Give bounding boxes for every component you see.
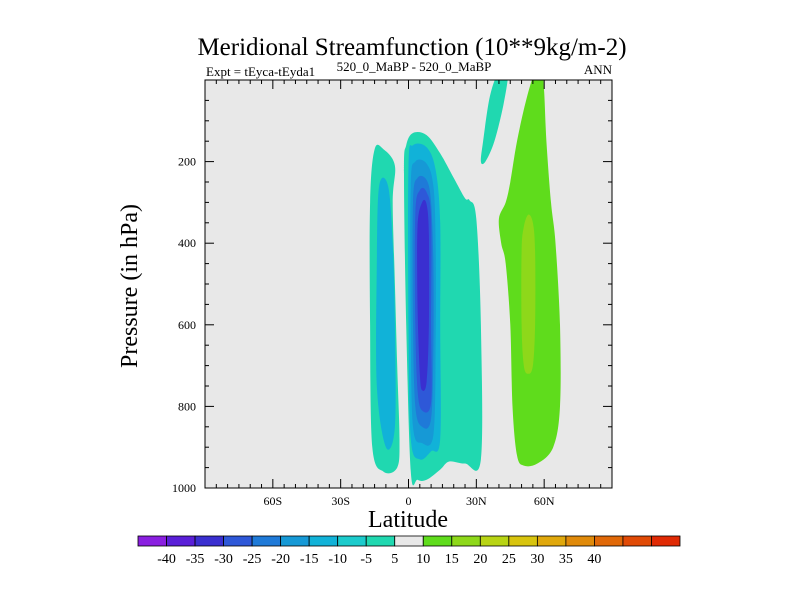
colorbar-label: -30	[214, 552, 233, 567]
colorbar-label: 5	[391, 552, 398, 567]
y-tick-label: 800	[178, 399, 196, 413]
colorbar-swatch	[479, 535, 510, 547]
colorbar-swatch	[223, 535, 253, 547]
colorbar-label: 35	[559, 552, 573, 567]
x-axis-label: Latitude	[368, 507, 448, 533]
colorbar-label: -35	[186, 552, 205, 567]
colorbar-label: -15	[300, 552, 319, 567]
x-tick-label: 60N	[534, 494, 555, 508]
contour-fill-group	[369, 80, 561, 486]
colorbar-label: -5	[360, 552, 372, 567]
colorbar-label: 30	[530, 552, 544, 567]
colorbar-swatch	[308, 535, 339, 547]
colorbar-label: -25	[243, 552, 262, 567]
subtitle-right: ANN	[584, 62, 613, 77]
x-tick-label: 60S	[263, 494, 282, 508]
y-tick-label: 400	[178, 236, 196, 250]
colorbar-label: 15	[445, 552, 459, 567]
colorbar-swatch	[280, 535, 310, 547]
y-tick-label: 600	[178, 318, 196, 332]
contour-neg-5-north-strip	[480, 80, 508, 165]
subtitle-center: 520_0_MaBP - 520_0_MaBP	[337, 59, 492, 74]
y-tick-label: 200	[178, 155, 196, 169]
colorbar-swatch	[594, 535, 624, 547]
colorbar: -40 -35 -30 -25 -20 -15 -10 -5 5 10 15 20 25 30 35 40	[137, 535, 681, 567]
colorbar-swatch	[508, 535, 538, 547]
chart-title: Meridional Streamfunction (10**9kg/m-2)	[197, 34, 626, 61]
tick-label-group: 60S 30S 0 30N 60N 200 400 600 800 1000	[172, 155, 555, 508]
colorbar-label: 25	[502, 552, 516, 567]
x-tick-label: 0	[406, 494, 412, 508]
x-tick-label: 30N	[466, 494, 487, 508]
y-tick-label: 1000	[172, 481, 196, 495]
contour-neg-30	[417, 199, 430, 391]
colorbar-swatch	[422, 535, 453, 547]
contour-neg-10-west	[376, 177, 396, 450]
colorbar-swatch	[536, 535, 567, 547]
colorbar-swatch	[651, 535, 681, 547]
subtitle-left: Expt = tEyca-tEyda1	[206, 64, 315, 79]
y-axis-label: Pressure (in hPa)	[117, 204, 143, 368]
colorbar-label: 10	[416, 552, 430, 567]
tick-group	[205, 80, 612, 488]
colorbar-label: -20	[271, 552, 290, 567]
x-tick-label: 30S	[331, 494, 350, 508]
colorbar-label: 20	[473, 552, 487, 567]
colorbar-label: 40	[587, 552, 601, 567]
colorbar-swatch	[337, 535, 367, 547]
colorbar-swatch	[622, 535, 652, 547]
colorbar-swatch	[194, 535, 224, 547]
colorbar-swatch	[451, 535, 481, 547]
colorbar-swatch	[565, 535, 595, 547]
contour-pos-10-north	[521, 214, 536, 374]
colorbar-label: -40	[157, 552, 176, 567]
colorbar-label: -10	[328, 552, 347, 567]
colorbar-swatch	[166, 535, 196, 547]
colorbar-swatch	[365, 535, 396, 547]
colorbar-swatch	[137, 535, 167, 547]
colorbar-swatch	[251, 535, 282, 547]
colorbar-swatch	[394, 535, 424, 547]
